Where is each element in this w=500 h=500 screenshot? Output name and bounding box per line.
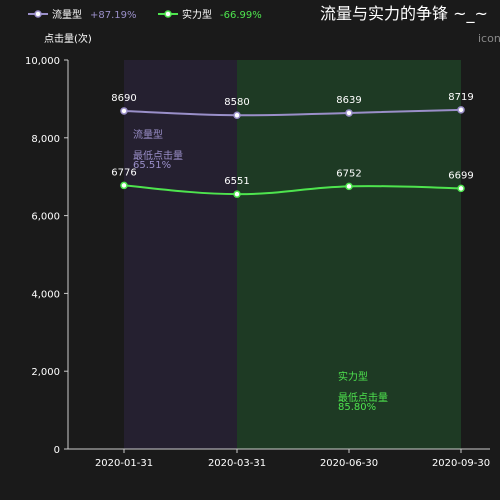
annotation-label: 流量型 xyxy=(133,128,163,141)
x-tick-label: 2020-06-30 xyxy=(320,458,378,469)
data-label: 6551 xyxy=(224,176,249,187)
x-tick-label: 2020-09-30 xyxy=(432,458,490,469)
legend-item-2[interactable]: 实力型 -66.99% xyxy=(158,8,262,21)
data-label: 8639 xyxy=(336,95,361,106)
legend: 流量型 +87.19% 实力型 -66.99% xyxy=(28,8,262,21)
y-tick-label: 6,000 xyxy=(31,212,60,223)
data-point[interactable] xyxy=(457,184,465,193)
data-label: 8580 xyxy=(224,97,249,108)
x-axis: 2020-01-31 2020-03-31 2020-06-30 2020-09-30 xyxy=(68,448,490,469)
y-tick-label: 8,000 xyxy=(31,134,60,145)
y-tick-label: 10,000 xyxy=(25,56,60,67)
y-axis-label: 点击量(次) xyxy=(44,32,92,45)
data-labels: 8690 8580 8639 8719 6776 6551 6752 6699 xyxy=(111,92,473,187)
corner-text: icon xyxy=(478,32,500,45)
chart-title: 流量与实力的争锋 ~_~ xyxy=(320,4,488,24)
y-tick-label: 4,000 xyxy=(31,289,60,300)
data-point[interactable] xyxy=(457,106,465,114)
data-point[interactable] xyxy=(120,107,128,115)
annotation-sub-label: 最低点击量 xyxy=(338,391,388,404)
data-label: 8690 xyxy=(111,93,136,104)
y-tick-label: 2,000 xyxy=(31,367,60,378)
legend-percent: -66.99% xyxy=(220,10,262,21)
annotation-sub-label: 最低点击量 xyxy=(133,149,183,162)
legend-label: 流量型 xyxy=(52,8,82,21)
annotation-label: 实力型 xyxy=(338,370,368,383)
data-point[interactable] xyxy=(233,190,241,198)
x-tick-label: 2020-01-31 xyxy=(95,458,153,469)
legend-percent: +87.19% xyxy=(90,10,137,21)
background-regions xyxy=(124,60,461,449)
background-region-2 xyxy=(237,60,461,449)
annotation-value: 65.51% xyxy=(133,160,171,171)
series-lines xyxy=(123,108,462,196)
data-label: 8719 xyxy=(448,92,473,103)
legend-marker xyxy=(164,10,172,18)
background-region-1 xyxy=(124,60,237,449)
series-points xyxy=(120,106,465,198)
data-label: 6699 xyxy=(448,170,473,181)
data-label: 6776 xyxy=(111,167,136,178)
data-point[interactable] xyxy=(120,181,128,190)
legend-marker xyxy=(34,10,42,18)
y-axis: 0 2,000 4,000 6,000 8,000 10,000 xyxy=(25,56,69,456)
data-point[interactable] xyxy=(345,182,353,191)
x-tick-label: 2020-03-31 xyxy=(208,458,266,469)
y-tick-label: 0 xyxy=(54,445,60,456)
series-line-2 xyxy=(123,184,462,196)
legend-item-1[interactable]: 流量型 +87.19% xyxy=(28,8,137,21)
data-label: 6752 xyxy=(336,168,361,179)
data-point[interactable] xyxy=(233,111,241,119)
series-line-1 xyxy=(123,108,462,117)
data-point[interactable] xyxy=(345,109,353,117)
legend-label: 实力型 xyxy=(182,8,212,21)
annotation-value: 85.80% xyxy=(338,402,376,413)
